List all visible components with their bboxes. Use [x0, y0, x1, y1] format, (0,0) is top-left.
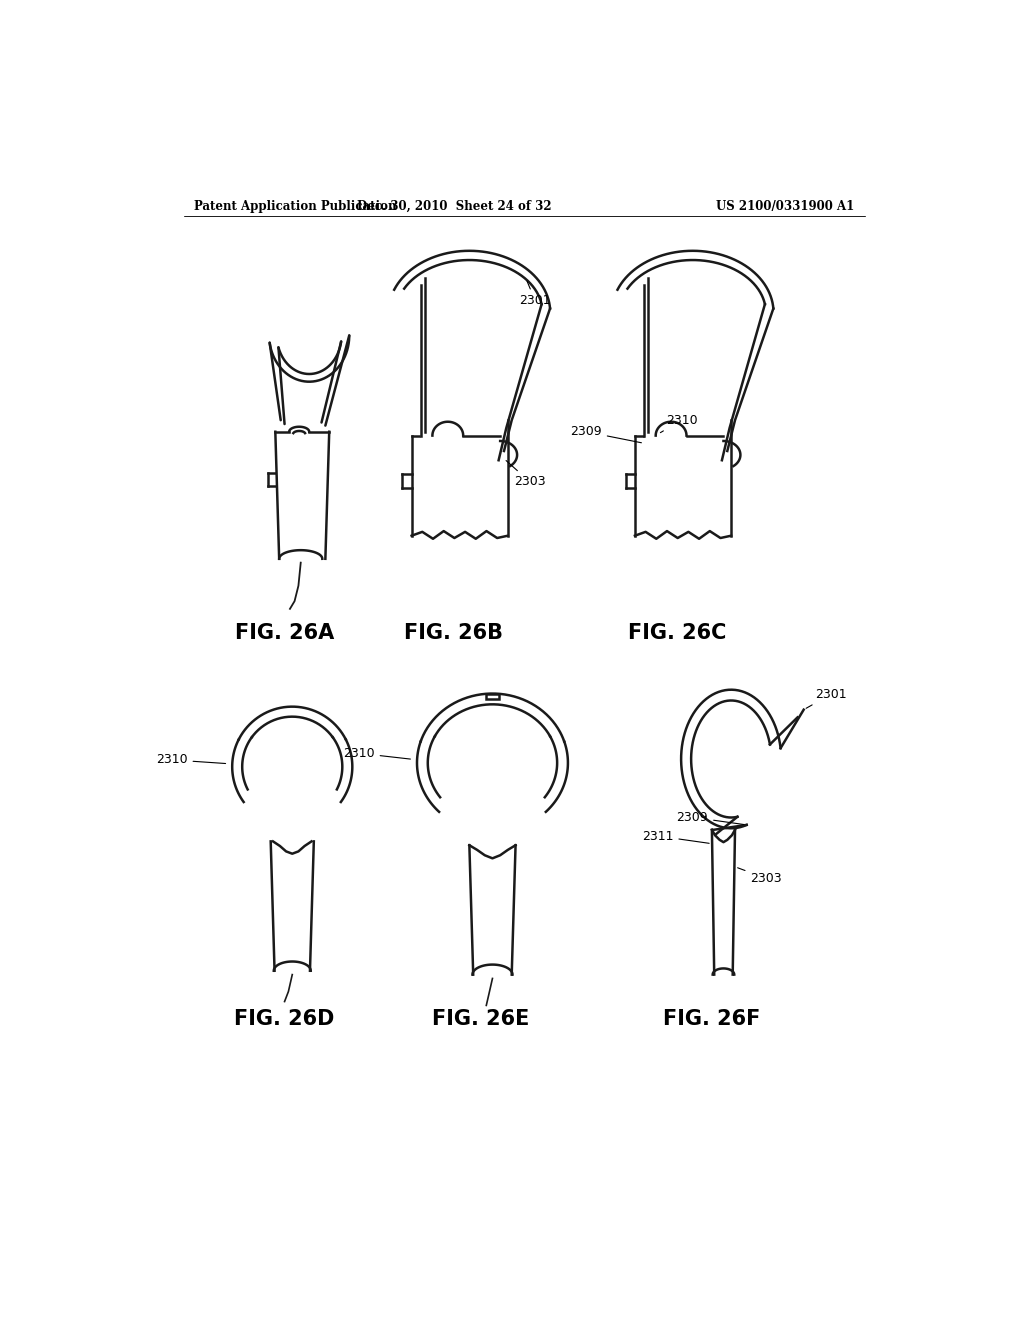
Text: FIG. 26C: FIG. 26C	[628, 623, 726, 643]
Text: FIG. 26D: FIG. 26D	[234, 1010, 335, 1030]
Text: 2303: 2303	[737, 867, 782, 884]
Text: Dec. 30, 2010  Sheet 24 of 32: Dec. 30, 2010 Sheet 24 of 32	[356, 199, 551, 213]
Text: US 2100/0331900 A1: US 2100/0331900 A1	[716, 199, 854, 213]
Text: FIG. 26B: FIG. 26B	[404, 623, 504, 643]
Text: 2303: 2303	[506, 461, 546, 488]
Text: FIG. 26E: FIG. 26E	[432, 1010, 529, 1030]
Text: 2310: 2310	[343, 747, 411, 760]
Bar	[486, 693, 499, 700]
Text: 2301: 2301	[806, 688, 847, 709]
Text: 2301: 2301	[519, 281, 551, 308]
Text: FIG. 26F: FIG. 26F	[664, 1010, 761, 1030]
Text: 2309: 2309	[570, 425, 641, 442]
Text: 2311: 2311	[642, 829, 710, 843]
Text: FIG. 26A: FIG. 26A	[234, 623, 334, 643]
Text: Patent Application Publication: Patent Application Publication	[194, 199, 396, 213]
Text: 2310: 2310	[156, 754, 225, 767]
Text: 2309: 2309	[677, 810, 743, 825]
Text: 2310: 2310	[660, 413, 697, 433]
